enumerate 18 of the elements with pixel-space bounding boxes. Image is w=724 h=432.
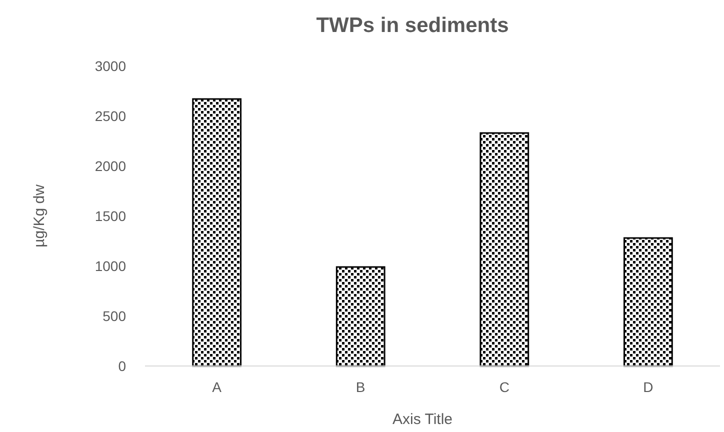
x-tick-label: B: [356, 379, 366, 395]
x-tick-label: D: [643, 379, 654, 395]
x-tick-label: C: [499, 379, 510, 395]
y-tick-label: 500: [102, 308, 126, 324]
x-tick-label: A: [212, 379, 222, 395]
y-tick-label: 1500: [94, 208, 126, 224]
bar: [623, 237, 673, 367]
x-axis-title: Axis Title: [392, 411, 453, 428]
chart-title: TWPs in sediments: [316, 14, 509, 37]
y-tick-label: 0: [118, 358, 126, 374]
bar: [336, 266, 386, 367]
bar: [480, 132, 530, 367]
y-tick-label: 1000: [94, 258, 126, 274]
y-tick-label: 2500: [94, 108, 126, 124]
y-tick-label: 3000: [94, 58, 126, 74]
y-axis-title: µg/Kg dw: [31, 184, 48, 248]
bar: [192, 98, 242, 367]
y-tick-label: 2000: [94, 158, 126, 174]
